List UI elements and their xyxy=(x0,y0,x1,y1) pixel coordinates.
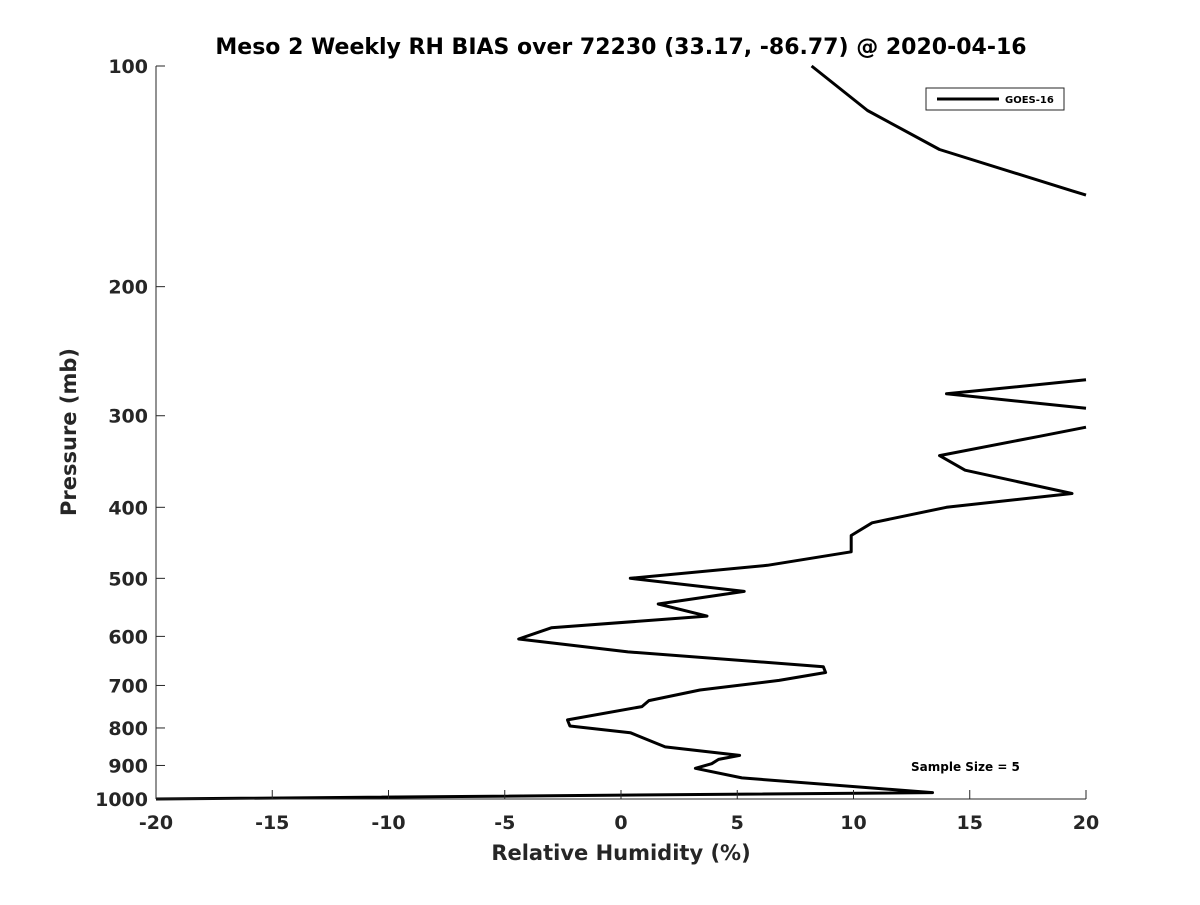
y-tick-label-700: 700 xyxy=(108,675,148,697)
y-tick-label-800: 800 xyxy=(108,718,148,740)
y-tick-label-100: 100 xyxy=(108,56,148,78)
axes-layer: -20 -15 -10 -5 0 5 10 15 20 100 200 300 400 500 600 700… xyxy=(95,56,1099,834)
y-axis-label: Pressure (mb) xyxy=(57,348,81,516)
x-tick-label--15: -15 xyxy=(255,812,289,834)
series-line-goes-16-segment-1 xyxy=(810,64,1087,197)
sample-size-annotation: Sample Size = 5 xyxy=(911,760,1020,774)
x-tick-label--20: -20 xyxy=(139,812,173,834)
x-tick-label-5: 5 xyxy=(731,812,744,834)
plot-area xyxy=(156,66,1086,799)
marks-layer xyxy=(155,64,1087,801)
x-tick-label--10: -10 xyxy=(371,812,405,834)
y-tick-label-300: 300 xyxy=(108,406,148,428)
x-tick-label-10: 10 xyxy=(840,812,866,834)
x-tick-label-15: 15 xyxy=(957,812,983,834)
y-tick-label-600: 600 xyxy=(108,626,148,648)
x-tick-label--5: -5 xyxy=(494,812,515,834)
x-axis-label: Relative Humidity (%) xyxy=(491,841,750,865)
y-tick-label-400: 400 xyxy=(108,497,148,519)
legend-label: GOES-16 xyxy=(1005,95,1054,106)
x-tick-label-20: 20 xyxy=(1073,812,1099,834)
x-tick-label-0: 0 xyxy=(614,812,627,834)
legend: GOES-16 xyxy=(925,87,1065,111)
y-tick-label-1000: 1000 xyxy=(95,789,148,811)
series-line-goes-16-segment-3 xyxy=(155,425,1087,801)
chart-title: Meso 2 Weekly RH BIAS over 72230 (33.17,… xyxy=(215,35,1026,60)
y-tick-label-500: 500 xyxy=(108,568,148,590)
series-line-goes-16-segment-2 xyxy=(945,378,1087,410)
y-tick-label-200: 200 xyxy=(108,277,148,299)
y-tick-label-900: 900 xyxy=(108,755,148,777)
